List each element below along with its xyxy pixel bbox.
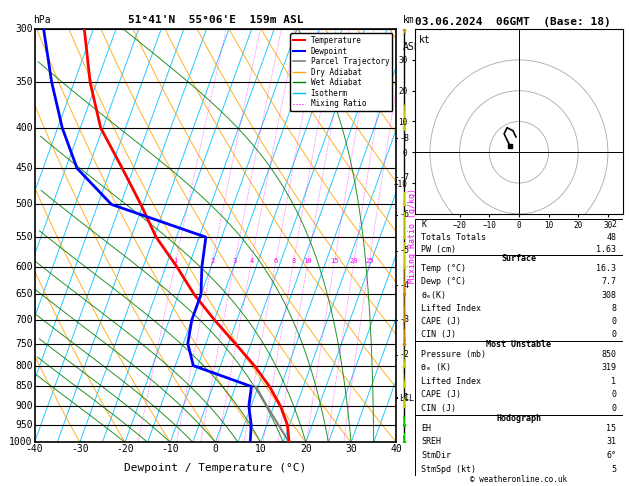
Text: 1.63: 1.63 (596, 245, 616, 254)
Text: θₑ(K): θₑ(K) (421, 291, 447, 299)
Text: 8: 8 (291, 258, 296, 264)
Text: -1: -1 (399, 393, 409, 402)
Text: SREH: SREH (421, 437, 442, 447)
Text: 308: 308 (601, 291, 616, 299)
Text: 1: 1 (174, 258, 178, 264)
Text: 40: 40 (391, 444, 402, 454)
Text: K: K (421, 220, 426, 229)
Text: 3: 3 (233, 258, 237, 264)
Text: Mixing Ratio (g/kg): Mixing Ratio (g/kg) (408, 188, 417, 283)
Text: -6: -6 (399, 210, 409, 219)
Text: 650: 650 (15, 290, 33, 299)
Text: Pressure (mb): Pressure (mb) (421, 350, 486, 359)
Text: -20: -20 (116, 444, 134, 454)
Text: 10: 10 (304, 258, 312, 264)
Text: LCL: LCL (399, 394, 414, 403)
Text: 2: 2 (210, 258, 214, 264)
Text: StmSpd (kt): StmSpd (kt) (421, 465, 476, 474)
Text: 15: 15 (606, 424, 616, 433)
Text: -2: -2 (399, 350, 409, 359)
Text: 950: 950 (15, 419, 33, 430)
Text: StmDir: StmDir (421, 451, 452, 460)
Text: 600: 600 (15, 262, 33, 272)
Text: km: km (403, 15, 415, 25)
Text: 1000: 1000 (9, 437, 33, 447)
Text: 500: 500 (15, 199, 33, 209)
Text: 03.06.2024  06GMT  (Base: 18): 03.06.2024 06GMT (Base: 18) (415, 17, 611, 27)
Text: Hodograph: Hodograph (496, 414, 542, 423)
Text: -5: -5 (399, 246, 409, 255)
Text: 2: 2 (611, 220, 616, 229)
Legend: Temperature, Dewpoint, Parcel Trajectory, Dry Adiabat, Wet Adiabat, Isotherm, Mi: Temperature, Dewpoint, Parcel Trajectory… (290, 33, 392, 111)
Text: Temp (°C): Temp (°C) (421, 264, 466, 273)
Text: -8: -8 (399, 134, 409, 142)
Text: 51°41'N  55°06'E  159m ASL: 51°41'N 55°06'E 159m ASL (128, 15, 303, 25)
Text: 900: 900 (15, 401, 33, 411)
Text: CIN (J): CIN (J) (421, 330, 457, 339)
Text: 0: 0 (611, 404, 616, 413)
Text: 10: 10 (255, 444, 267, 454)
Bar (415, 415, 623, 476)
Text: 400: 400 (15, 123, 33, 133)
Text: 450: 450 (15, 163, 33, 174)
Text: kt: kt (420, 35, 431, 45)
Text: CAPE (J): CAPE (J) (421, 317, 461, 326)
Text: 350: 350 (15, 77, 33, 87)
Text: Surface: Surface (501, 254, 537, 263)
Text: 300: 300 (15, 24, 33, 34)
Text: 550: 550 (15, 232, 33, 242)
Text: 7.7: 7.7 (601, 278, 616, 286)
Text: -30: -30 (71, 444, 89, 454)
Text: ASL: ASL (403, 42, 421, 52)
Text: 20: 20 (350, 258, 359, 264)
Text: Most Unstable: Most Unstable (486, 340, 552, 349)
Text: 700: 700 (15, 315, 33, 325)
Text: © weatheronline.co.uk: © weatheronline.co.uk (470, 474, 567, 484)
Text: CAPE (J): CAPE (J) (421, 390, 461, 399)
Text: 850: 850 (601, 350, 616, 359)
Text: Totals Totals: Totals Totals (421, 233, 486, 242)
Text: 4: 4 (249, 258, 253, 264)
Text: 16.3: 16.3 (596, 264, 616, 273)
Text: -40: -40 (26, 444, 43, 454)
Text: 0: 0 (611, 317, 616, 326)
Text: PW (cm): PW (cm) (421, 245, 457, 254)
Bar (415, 219, 623, 256)
Bar (415, 341, 623, 415)
Text: 0: 0 (213, 444, 218, 454)
Text: 25: 25 (365, 258, 374, 264)
Bar (415, 256, 623, 341)
Text: 800: 800 (15, 361, 33, 371)
Text: 31: 31 (606, 437, 616, 447)
Text: 6: 6 (274, 258, 278, 264)
Text: 8: 8 (611, 304, 616, 313)
Text: 0: 0 (611, 390, 616, 399)
Text: Dewpoint / Temperature (°C): Dewpoint / Temperature (°C) (125, 463, 306, 473)
Text: -10: -10 (162, 444, 179, 454)
Text: EH: EH (421, 424, 431, 433)
Text: 1: 1 (611, 377, 616, 386)
Text: 319: 319 (601, 364, 616, 372)
Text: Lifted Index: Lifted Index (421, 304, 481, 313)
Text: θₑ (K): θₑ (K) (421, 364, 452, 372)
Text: 5: 5 (611, 465, 616, 474)
Text: -7: -7 (399, 173, 409, 182)
Text: Lifted Index: Lifted Index (421, 377, 481, 386)
Text: 850: 850 (15, 382, 33, 392)
Text: 6°: 6° (606, 451, 616, 460)
Text: CIN (J): CIN (J) (421, 404, 457, 413)
Text: 750: 750 (15, 339, 33, 348)
Text: hPa: hPa (33, 15, 50, 25)
Text: 0: 0 (611, 330, 616, 339)
Text: Dewp (°C): Dewp (°C) (421, 278, 466, 286)
Text: 20: 20 (300, 444, 312, 454)
Text: -4: -4 (399, 281, 409, 290)
Text: -3: -3 (399, 315, 409, 324)
Text: 15: 15 (330, 258, 338, 264)
Text: 30: 30 (345, 444, 357, 454)
Text: 48: 48 (606, 233, 616, 242)
